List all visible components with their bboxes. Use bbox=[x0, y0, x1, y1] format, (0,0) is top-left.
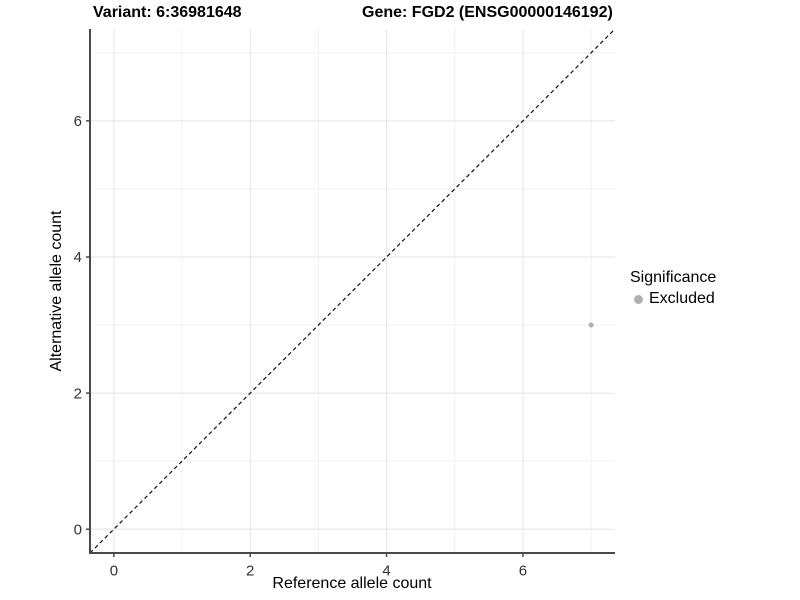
y-tick-label: 4 bbox=[74, 249, 82, 266]
identity-line bbox=[89, 28, 616, 554]
legend: Significance Excluded bbox=[630, 269, 716, 308]
variant-title: Variant: 6:36981648 bbox=[93, 4, 242, 21]
y-tick-label: 2 bbox=[74, 385, 82, 402]
legend-title: Significance bbox=[630, 269, 717, 286]
gene-title: Gene: FGD2 (ENSG00000146192) bbox=[362, 4, 613, 21]
legend-point-icon bbox=[634, 294, 643, 304]
legend-item-label: Excluded bbox=[649, 290, 715, 307]
y-tick-label: 0 bbox=[74, 521, 82, 538]
x-tick-label: 4 bbox=[382, 562, 390, 579]
x-tick-label: 0 bbox=[110, 562, 118, 579]
legend-item-excluded: Excluded bbox=[634, 290, 716, 308]
x-tick-label: 6 bbox=[519, 562, 527, 579]
x-tick-label: 2 bbox=[246, 562, 254, 579]
data-point bbox=[588, 322, 594, 328]
y-tick-label: 6 bbox=[74, 113, 82, 130]
y-axis-label: Alternative allele count bbox=[48, 210, 65, 372]
x-axis-label: Reference allele count bbox=[272, 575, 432, 592]
